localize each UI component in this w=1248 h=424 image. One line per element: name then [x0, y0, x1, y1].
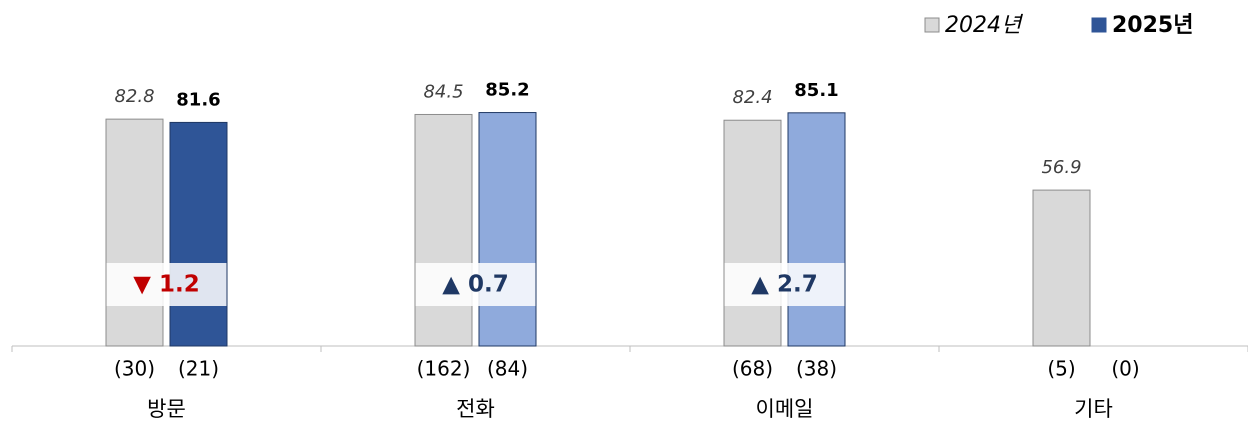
change-label: ▲ 0.7 — [442, 272, 508, 298]
x-tick-label: 전화 — [456, 397, 495, 421]
x-tick-label: 기타 — [1074, 397, 1113, 421]
legend-swatch — [924, 17, 940, 33]
x-tick-label: 방문 — [147, 397, 186, 421]
count-label: (30) — [114, 357, 155, 381]
count-label: (162) — [417, 357, 471, 381]
count-label: (68) — [732, 357, 773, 381]
count-label: (84) — [487, 357, 528, 381]
bar — [414, 113, 473, 347]
value-label: 82.8 — [114, 86, 154, 107]
bar — [787, 112, 846, 347]
value-label: 85.2 — [485, 80, 529, 101]
x-tick-label: 이메일 — [756, 397, 814, 421]
bar — [105, 118, 164, 347]
value-label: 85.1 — [794, 80, 838, 101]
bar — [723, 119, 782, 347]
legend-label: 2025년 — [1112, 13, 1193, 38]
change-box — [415, 263, 536, 306]
value-label: 82.4 — [732, 87, 772, 108]
legend-swatch — [1091, 17, 1107, 33]
value-label: 84.5 — [423, 81, 463, 102]
change-label: ▲ 2.7 — [751, 272, 817, 298]
count-label: (5) — [1047, 357, 1075, 381]
count-label: (21) — [178, 357, 219, 381]
bar — [169, 121, 228, 347]
change-box — [724, 263, 845, 306]
change-box — [106, 263, 227, 306]
legend-label: 2024년 — [945, 13, 1024, 38]
count-label: (38) — [796, 357, 837, 381]
value-label: 56.9 — [1041, 157, 1081, 178]
bar — [478, 112, 537, 347]
change-label: ▼ 1.2 — [133, 272, 199, 298]
bar — [1032, 189, 1091, 347]
count-label: (0) — [1111, 357, 1139, 381]
value-label: 81.6 — [176, 89, 220, 110]
